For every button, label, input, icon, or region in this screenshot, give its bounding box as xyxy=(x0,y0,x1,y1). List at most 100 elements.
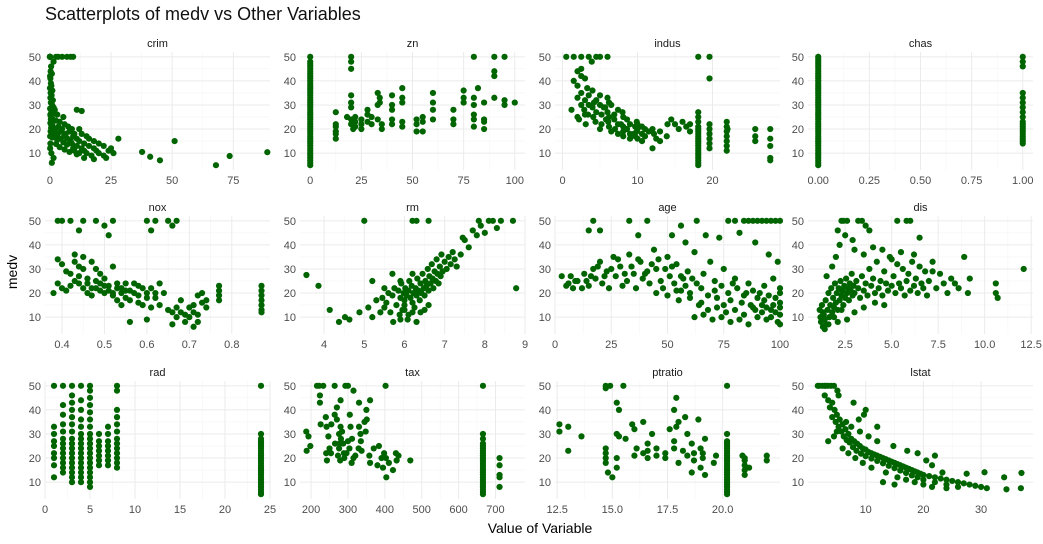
panel-label: rm xyxy=(406,202,419,214)
data-point xyxy=(724,125,731,133)
y-tick-label: 30 xyxy=(29,100,41,112)
panel-label: rad xyxy=(150,367,166,379)
data-point xyxy=(635,256,642,263)
data-point xyxy=(910,282,918,289)
x-tick-label: 700 xyxy=(486,504,504,516)
data-point xyxy=(307,80,314,87)
data-point xyxy=(558,273,565,280)
data-point xyxy=(568,106,575,113)
data-point xyxy=(68,414,76,421)
data-point xyxy=(574,113,581,121)
y-tick-label: 40 xyxy=(29,405,41,417)
data-point xyxy=(86,474,94,481)
data-point xyxy=(684,430,691,438)
data-point xyxy=(71,258,78,265)
data-point xyxy=(450,106,457,113)
data-point xyxy=(702,232,709,239)
data-point xyxy=(437,273,444,280)
data-point xyxy=(723,445,731,452)
data-point xyxy=(368,121,375,128)
data-point xyxy=(888,282,895,289)
data-point xyxy=(574,82,581,89)
data-point xyxy=(469,227,476,234)
data-point xyxy=(80,253,87,261)
x-tick-label: 15.0 xyxy=(602,504,623,516)
data-point xyxy=(620,382,627,389)
panel-label: lstat xyxy=(910,367,930,379)
panel-label: zn xyxy=(407,38,419,50)
data-point xyxy=(843,217,851,224)
data-point xyxy=(897,249,905,256)
data-point xyxy=(401,302,408,309)
data-point xyxy=(105,147,112,154)
x-tick-label: 0.25 xyxy=(859,175,880,187)
data-point xyxy=(203,304,210,311)
data-point xyxy=(850,399,857,406)
data-point xyxy=(173,304,180,311)
data-point xyxy=(874,438,881,445)
data-point xyxy=(612,273,619,280)
data-point xyxy=(77,445,85,452)
data-point xyxy=(839,287,846,294)
data-point xyxy=(323,450,330,457)
data-point xyxy=(856,428,864,435)
data-point xyxy=(608,101,615,109)
data-point xyxy=(77,440,85,447)
y-tick-label: 40 xyxy=(792,405,804,417)
data-point xyxy=(61,146,68,153)
data-point xyxy=(686,121,694,128)
data-point xyxy=(864,292,871,299)
data-point xyxy=(746,464,753,471)
data-point xyxy=(77,474,85,481)
data-point xyxy=(860,304,867,311)
data-point xyxy=(47,140,54,147)
data-point xyxy=(955,285,962,292)
data-point xyxy=(565,423,572,430)
data-point xyxy=(585,53,592,60)
data-point xyxy=(589,87,596,94)
data-point xyxy=(385,459,392,466)
data-point xyxy=(114,285,121,292)
data-point xyxy=(474,85,482,92)
data-point xyxy=(355,399,363,406)
data-point xyxy=(639,275,646,282)
panel-nox: 10 20 30 40 50 0.4 0.5 0.6 0.7 0.8 nox xyxy=(29,202,270,351)
y-tick-label: 10 xyxy=(29,477,41,489)
data-point xyxy=(954,479,962,486)
data-point xyxy=(679,118,686,125)
data-point xyxy=(834,318,841,326)
data-point xyxy=(479,442,487,450)
data-point xyxy=(741,471,748,479)
data-point xyxy=(731,217,739,224)
data-point xyxy=(767,306,775,314)
data-point xyxy=(257,447,265,454)
data-point xyxy=(972,482,979,489)
data-point xyxy=(429,99,437,106)
data-point xyxy=(815,133,822,140)
data-point xyxy=(436,263,443,270)
panel-zn: 10 20 30 40 50 0 25 50 75 100 zn xyxy=(284,38,525,187)
data-point xyxy=(307,133,314,140)
data-point xyxy=(307,99,314,106)
y-tick-label: 10 xyxy=(792,148,804,160)
data-point xyxy=(95,430,103,438)
data-point xyxy=(756,289,763,297)
data-point xyxy=(723,454,731,462)
data-point xyxy=(382,382,389,389)
data-point xyxy=(593,109,600,116)
data-point xyxy=(115,135,122,142)
data-point xyxy=(156,302,163,309)
data-point xyxy=(582,121,589,128)
data-point xyxy=(388,106,396,113)
x-tick-label: 0 xyxy=(559,175,565,187)
data-point xyxy=(846,439,853,446)
data-point xyxy=(833,428,840,435)
data-point xyxy=(770,275,777,282)
data-point xyxy=(397,316,404,323)
data-point xyxy=(429,106,437,113)
data-point xyxy=(563,282,570,289)
data-point xyxy=(823,273,830,280)
panel-label: chas xyxy=(909,38,933,50)
data-point xyxy=(622,435,629,442)
data-point xyxy=(147,153,154,160)
